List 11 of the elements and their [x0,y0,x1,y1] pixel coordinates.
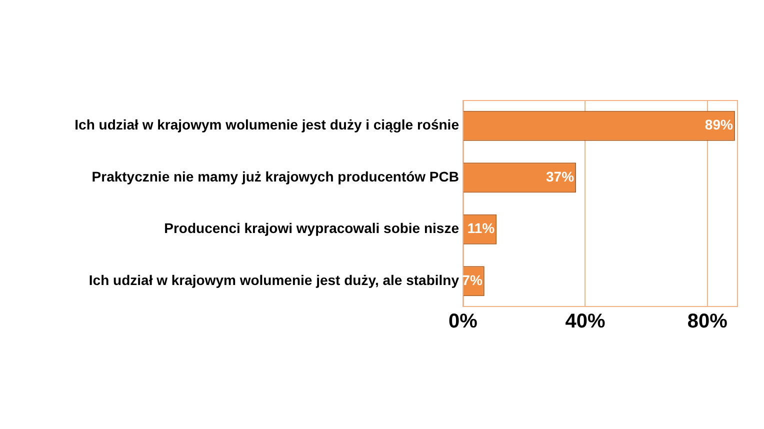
x-tick-label: 80% [687,310,728,333]
y-tick-label: Producenci krajowi wypracowali sobie nisze [164,220,460,236]
data-label: 89% [704,116,734,133]
x-tick-label: 40% [565,310,606,333]
y-tick-label: Ich udział w krajowym wolumenie jest duży, ale stabilny [88,272,460,288]
x-tick-label: 0% [448,310,478,333]
data-label: 37% [546,168,575,184]
data-label: 7% [462,272,483,288]
y-tick-label: Ich udział w krajowym wolumenie jest duży i ciągle rośnie [74,116,460,133]
data-label: 11% [467,220,496,236]
y-tick-label: Praktycznie nie mamy już krajowych producentów PCB [92,168,459,184]
